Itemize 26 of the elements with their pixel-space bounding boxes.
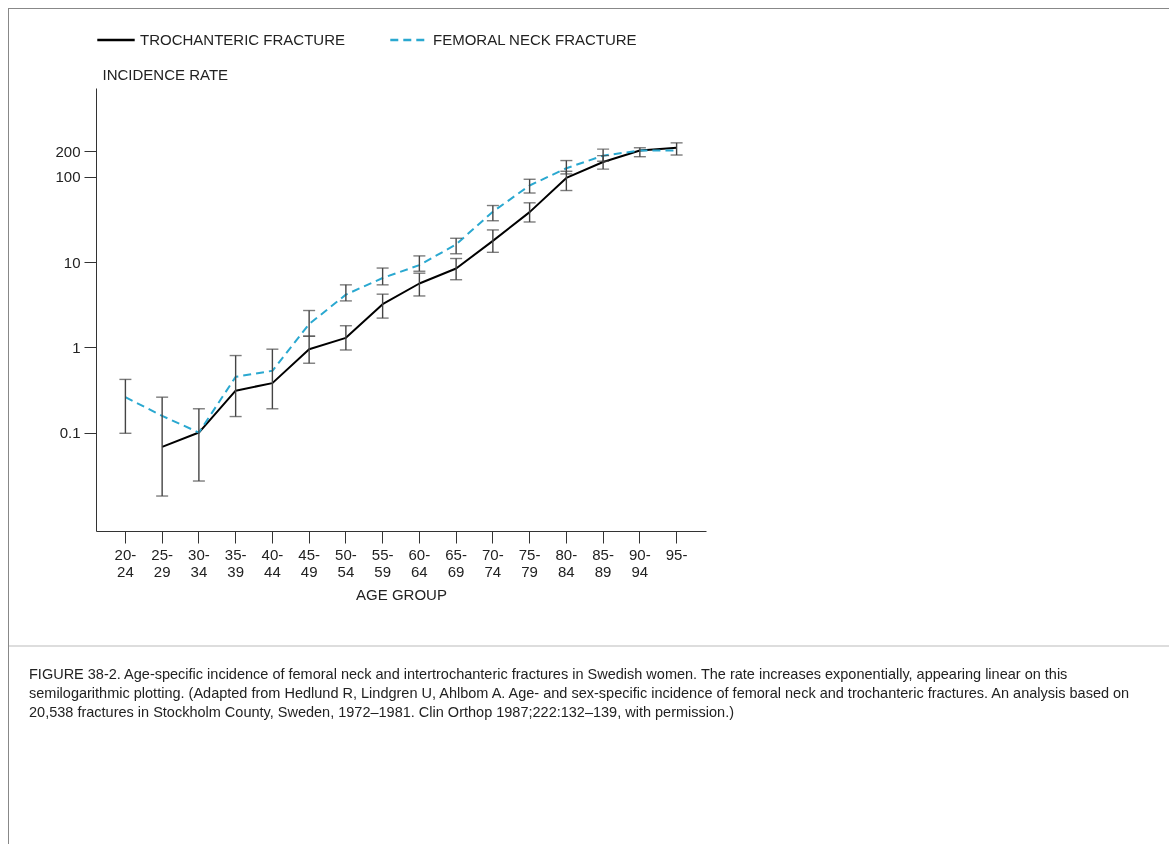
- x-tick-label: 70- 74: [482, 545, 504, 580]
- x-tick-label: 75- 79: [518, 545, 541, 580]
- x-tick-label: 45- 49: [298, 545, 320, 580]
- x-tick-label: 65- 69: [445, 545, 467, 580]
- x-tick-label: 80- 84: [555, 545, 578, 580]
- x-tick-label: 95-: [665, 545, 688, 563]
- x-tick-label: 60- 64: [408, 545, 431, 580]
- x-tick-label: 35- 39: [224, 545, 247, 580]
- y-tick-label: 100: [55, 168, 81, 186]
- x-tick-label: 90- 94: [629, 545, 651, 580]
- x-tick-label: 85- 89: [592, 545, 614, 580]
- x-axis-title: AGE GROUP: [356, 585, 447, 603]
- legend-label: FEMORAL NECK FRACTURE: [433, 31, 637, 48]
- x-tick-label: 55- 59: [371, 545, 394, 580]
- x-tick-label: 25- 29: [151, 545, 173, 580]
- x-tick-label: 50- 54: [335, 545, 357, 580]
- legend-label: TROCHANTERIC FRACTURE: [140, 31, 345, 48]
- y-axis-title: INCIDENCE RATE: [102, 65, 229, 83]
- x-tick-label: 20- 24: [114, 545, 137, 580]
- x-tick-label: 30- 34: [188, 545, 210, 580]
- y-tick-label: 10: [63, 253, 81, 271]
- y-tick-label: 200: [55, 142, 81, 160]
- y-tick-label: 0.1: [59, 424, 81, 442]
- x-tick-label: 40- 44: [261, 545, 284, 580]
- caption: FIGURE 38-2. Age-specific incidence of femoral neck and intertrochanteric fractures in Swedish women. The rate increases exponentially, appearing linear on this semilogarithmic plotting. (Adapted from Hedlund R, Lindgren U, Ahlbom A. Age- and sex-specific incidence of femoral neck and trochanteric fractures. An analysis based on 20,538 fractures in Stockholm County, Sweden, 1972–1981. Clin Orthop 1987;222:132–139, with permission.): [9, 645, 1169, 722]
- y-tick-label: 1: [72, 338, 81, 356]
